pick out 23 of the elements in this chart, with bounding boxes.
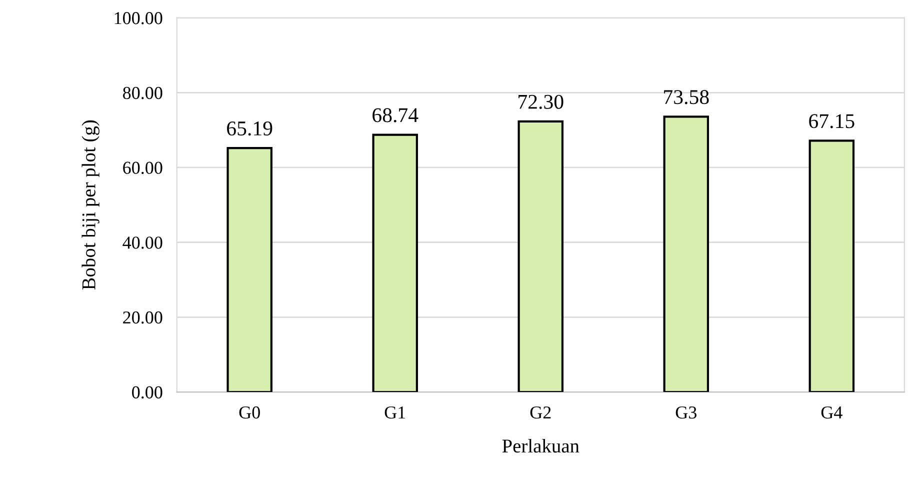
bar: [663, 116, 710, 392]
x-tick-label: G3: [676, 406, 696, 419]
y-tick-label: 80.00: [123, 86, 162, 100]
data-label: 73.58: [664, 90, 709, 104]
x-tick-label: G2: [530, 406, 551, 419]
x-tick-label: G0: [239, 406, 260, 419]
y-tick-label: 100.00: [114, 12, 162, 24]
y-tick-label: 60.00: [123, 162, 162, 174]
data-label: 68.74: [372, 108, 418, 122]
x-tick-label: G1: [384, 406, 406, 419]
bar: [226, 147, 272, 392]
data-label: 67.15: [809, 114, 854, 128]
y-tick-label: 0.00: [132, 386, 162, 399]
bar: [808, 140, 855, 392]
x-axis-title: Perlakuan: [502, 438, 580, 453]
x-tick-label: G4: [821, 406, 842, 419]
y-tick-label: 20.00: [123, 311, 162, 324]
data-label: 65.19: [227, 121, 272, 136]
y-tick-label: 40.00: [122, 236, 162, 249]
bar: [518, 120, 564, 392]
bar: [372, 134, 418, 392]
y-axis-title: Bobot biji per plot (g): [82, 120, 100, 290]
data-label: 72.30: [518, 94, 564, 109]
